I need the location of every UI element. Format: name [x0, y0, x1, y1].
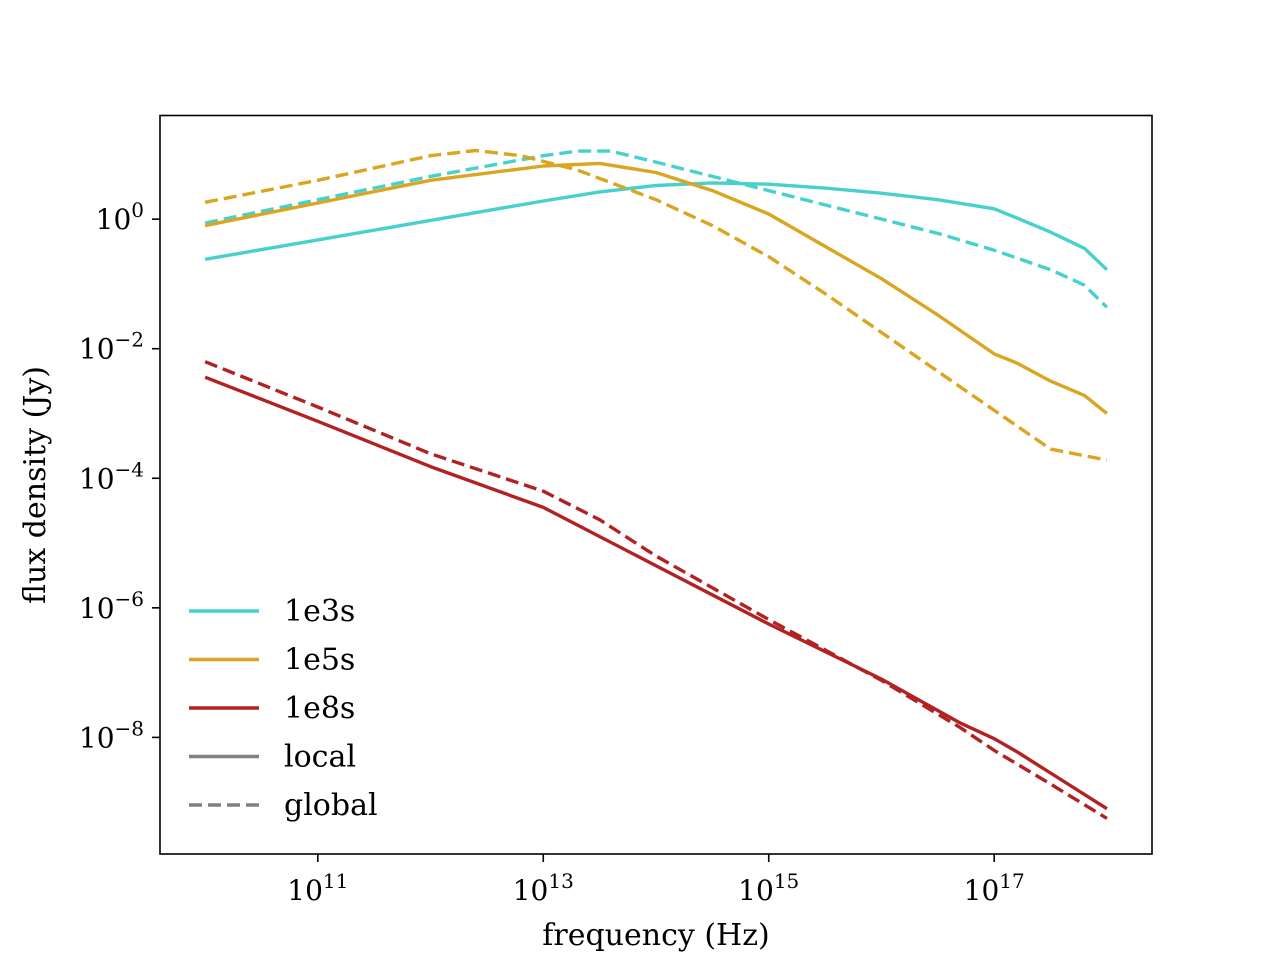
- y-tick-label-exponent: 0: [131, 198, 144, 222]
- y-tick-label: 10−4: [79, 457, 144, 495]
- legend: 1e3s 1e5s 1e8s local global: [189, 594, 378, 823]
- y-tick-label: 10−2: [79, 328, 144, 366]
- y-axis-label: flux density (Jy): [18, 366, 53, 604]
- series-line-1e8s-global: [204, 360, 1108, 820]
- x-tick-label: 1011: [287, 869, 348, 907]
- x-tick-label-exponent: 13: [548, 869, 573, 893]
- legend-label-1e5s: 1e5s: [284, 643, 355, 678]
- y-tick-label-base: 10: [79, 333, 115, 366]
- x-tick-label-exponent: 11: [323, 869, 348, 893]
- y-tick-label-exponent: −6: [115, 587, 144, 611]
- y-tick-label-base: 10: [79, 462, 115, 495]
- y-tick-label-base: 10: [96, 203, 132, 236]
- series-line-1e5s-global: [204, 148, 1108, 462]
- series-line-1e3s-local: [204, 181, 1109, 271]
- legend-label-local: local: [284, 740, 356, 775]
- legend-label-1e3s: 1e3s: [284, 594, 355, 629]
- y-tick-label-exponent: −8: [115, 716, 144, 740]
- x-tick-label-base: 10: [287, 874, 323, 907]
- y-tick-label: 100: [96, 198, 144, 236]
- x-axis-label: frequency (Hz): [542, 918, 769, 953]
- y-tick-label: 10−8: [79, 716, 144, 754]
- x-tick-label-exponent: 15: [774, 869, 799, 893]
- y-tick-label-exponent: −2: [115, 328, 144, 352]
- y-tick-label-base: 10: [79, 721, 115, 754]
- legend-label-global: global: [284, 788, 378, 823]
- series-line-1e5s-local: [204, 161, 1108, 415]
- x-tick-label: 1017: [964, 869, 1025, 907]
- y-tick-label-exponent: −4: [115, 457, 144, 481]
- series-line-1e3s-global: [204, 149, 1109, 309]
- x-tick-label-base: 10: [964, 874, 1000, 907]
- x-tick-label: 1013: [513, 869, 574, 907]
- x-tick-label: 1015: [738, 869, 799, 907]
- y-tick-label-base: 10: [79, 592, 115, 625]
- x-tick-label-exponent: 17: [999, 869, 1024, 893]
- y-tick-label: 10−6: [79, 587, 144, 625]
- axes-frame: [159, 114, 1153, 855]
- x-tick-label-base: 10: [513, 874, 549, 907]
- legend-label-1e8s: 1e8s: [284, 691, 355, 726]
- x-tick-label-base: 10: [738, 874, 774, 907]
- plot-area: [204, 148, 1109, 820]
